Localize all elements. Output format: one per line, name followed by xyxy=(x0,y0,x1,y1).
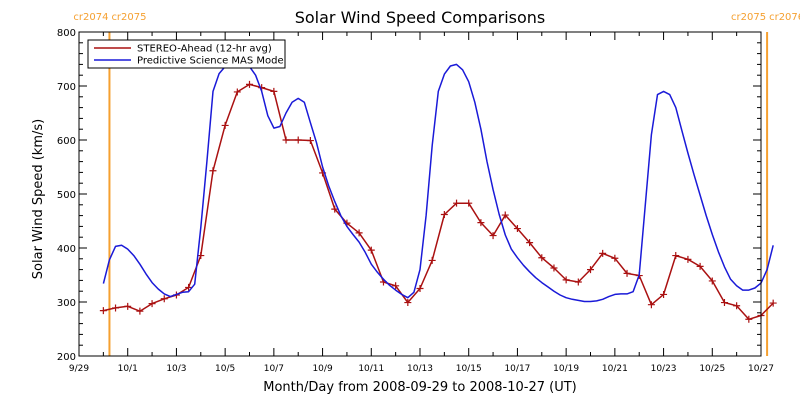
x-tick-label: 10/25 xyxy=(699,364,725,374)
chart-title: Solar Wind Speed Comparisons xyxy=(295,8,546,27)
stereo-ahead-point xyxy=(404,299,412,307)
stereo-ahead-point xyxy=(465,199,473,207)
stereo-ahead-point xyxy=(623,269,631,277)
y-tick-label: 500 xyxy=(57,190,76,201)
axes: 200 300 400 500 600 700 800 9/29 10/1 10/3 10/5 10/… xyxy=(57,28,774,374)
carrington-label-after: cr2075 xyxy=(111,12,146,23)
stereo-ahead-point xyxy=(221,121,229,129)
x-tick-label: 10/17 xyxy=(504,364,530,374)
stereo-ahead-point xyxy=(720,299,728,307)
stereo-ahead-point xyxy=(282,136,290,144)
stereo-ahead-point xyxy=(453,199,461,207)
y-axis-label: Solar Wind Speed (km/s) xyxy=(31,119,46,279)
stereo-ahead-point xyxy=(489,232,497,240)
x-axis-label: Month/Day from 2008-09-29 to 2008-10-27 … xyxy=(263,380,576,395)
stereo-ahead-point xyxy=(477,219,485,227)
x-tick-label: 10/1 xyxy=(118,364,138,374)
stereo-ahead-point xyxy=(428,256,436,264)
stereo-ahead-point xyxy=(611,254,619,262)
stereo-ahead-point xyxy=(209,167,217,175)
stereo-ahead-point xyxy=(124,302,132,310)
stereo-ahead-point xyxy=(550,264,558,272)
stereo-ahead-point xyxy=(708,277,716,285)
x-tick-label: 10/15 xyxy=(456,364,482,374)
stereo-ahead-point xyxy=(562,276,570,284)
x-tick-label: 9/29 xyxy=(69,364,89,374)
carrington-label-after: cr2076 xyxy=(769,12,800,23)
stereo-ahead-point xyxy=(660,290,668,298)
data-series xyxy=(99,59,777,323)
x-tick-label: 10/23 xyxy=(651,364,677,374)
stereo-ahead-point xyxy=(733,302,741,310)
legend-label-mas-model: Predictive Science MAS Model xyxy=(137,56,286,67)
stereo-ahead-point xyxy=(745,315,753,323)
stereo-ahead-point xyxy=(416,285,424,292)
stereo-ahead-point xyxy=(246,80,253,88)
plot-frame xyxy=(78,31,762,357)
y-tick-label: 300 xyxy=(57,298,76,309)
x-tick-label: 10/19 xyxy=(553,364,579,374)
x-tick-label: 10/11 xyxy=(358,364,384,374)
stereo-ahead-point xyxy=(501,211,509,219)
stereo-ahead-point xyxy=(99,307,107,315)
stereo-ahead-point xyxy=(136,307,144,315)
stereo-ahead-point xyxy=(574,278,582,286)
legend-label-stereo: STEREO-Ahead (12-hr avg) xyxy=(137,44,272,55)
carrington-label-before: cr2075 xyxy=(731,12,766,23)
stereo-ahead-point xyxy=(185,283,193,291)
stereo-ahead-point xyxy=(392,282,400,290)
y-tick-label: 200 xyxy=(57,352,76,363)
stereo-ahead-point xyxy=(769,299,777,307)
stereo-ahead-point xyxy=(440,211,448,219)
stereo-ahead-point xyxy=(526,239,534,247)
stereo-ahead-point xyxy=(367,246,375,254)
x-tick-label: 10/7 xyxy=(264,364,284,374)
stereo-ahead-point xyxy=(672,252,680,260)
stereo-ahead-point xyxy=(270,87,278,95)
carrington-markers: cr2074cr2075cr2075cr2076 xyxy=(73,12,800,356)
x-tick-label: 10/3 xyxy=(166,364,186,374)
stereo-ahead-point xyxy=(587,266,594,274)
stereo-ahead-point xyxy=(599,249,607,257)
x-tick-label: 10/21 xyxy=(602,364,628,374)
stereo-ahead-point xyxy=(233,88,241,96)
x-tick-label: 10/5 xyxy=(215,364,235,374)
x-tick-label: 10/9 xyxy=(312,364,332,374)
stereo-ahead-line xyxy=(103,83,774,321)
stereo-ahead-point xyxy=(355,229,363,237)
stereo-ahead-point xyxy=(696,262,704,270)
carrington-label-before: cr2074 xyxy=(73,12,108,23)
y-tick-label: 600 xyxy=(57,136,76,147)
stereo-ahead-point xyxy=(538,254,546,262)
stereo-ahead-point xyxy=(306,137,314,145)
x-tick-label: 10/27 xyxy=(748,364,774,374)
x-tick-label: 10/13 xyxy=(407,364,433,374)
stereo-ahead-point xyxy=(294,136,302,144)
stereo-ahead-point xyxy=(513,225,521,233)
legend-box xyxy=(87,39,286,69)
stereo-ahead-point xyxy=(331,205,339,213)
mas-model-line xyxy=(102,59,774,303)
stereo-ahead-point xyxy=(647,301,655,309)
y-tick-label: 400 xyxy=(57,244,76,255)
y-tick-label: 800 xyxy=(57,28,76,39)
chart-legend: STEREO-Ahead (12-hr avg) Predictive Scie… xyxy=(87,39,286,69)
stereo-ahead-point xyxy=(112,304,120,312)
stereo-ahead-point xyxy=(160,295,168,303)
stereo-ahead-point xyxy=(684,255,692,263)
y-tick-label: 700 xyxy=(57,82,76,93)
stereo-ahead-point xyxy=(148,300,156,308)
